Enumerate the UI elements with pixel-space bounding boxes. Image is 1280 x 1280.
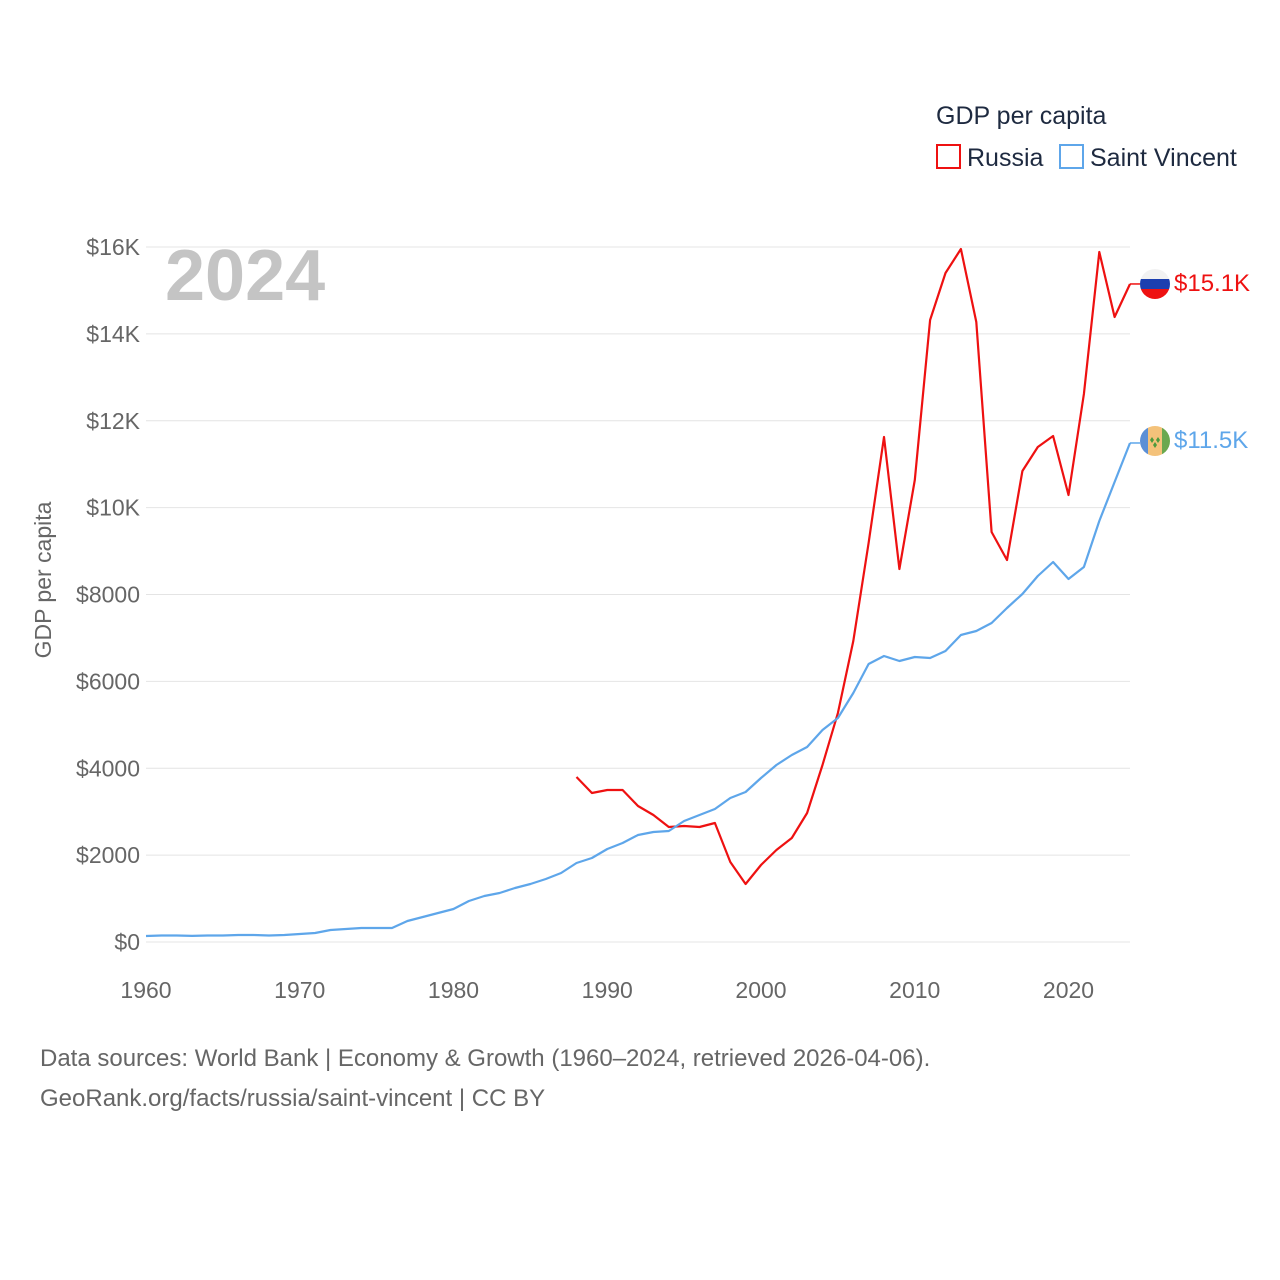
x-tick-label: 1990 [582,977,633,1003]
x-tick-label: 1980 [428,977,479,1003]
y-tick-label: $4000 [76,755,140,781]
legend-swatch-saint-vincent[interactable] [1059,144,1084,169]
y-tick-label: $16K [86,234,140,260]
y-tick-label: $10K [86,495,140,521]
year-watermark: 2024 [165,236,325,316]
x-tick-label: 2010 [889,977,940,1003]
footer-sources: Data sources: World Bank | Economy & Gro… [40,1045,931,1072]
series-lines [145,247,1140,938]
legend-label-saint-vincent[interactable]: Saint Vincent [1090,144,1237,172]
legend-label-russia[interactable]: Russia [967,144,1044,172]
saint-vincent-flag-icon [1140,426,1170,456]
x-tick-label: 1960 [120,977,171,1003]
russia-end-label: $15.1K [1174,270,1250,297]
y-tick-label: $2000 [76,842,140,868]
y-tick-label: $0 [114,929,140,955]
legend-swatch-russia[interactable] [936,144,961,169]
y-tick-label: $6000 [76,668,140,694]
y-tick-label: $14K [86,321,140,347]
series-line-saint-vincent [145,442,1132,938]
y-axis: $0 $2000 $4000 $6000 $8000 $10K $12K $14K $16K [76,234,141,955]
russia-flag-icon [1140,269,1170,299]
y-tick-label: $8000 [76,582,140,608]
y-axis-label: GDP per capita [30,501,56,658]
legend-title: GDP per capita [936,102,1107,130]
x-axis: 1960 1970 1980 1990 2000 2010 2020 [120,977,1094,1003]
x-tick-label: 2020 [1043,977,1094,1003]
grid [146,246,1130,943]
legend: GDP per capita Russia Saint Vincent [936,102,1237,172]
y-tick-label: $12K [86,408,140,434]
saint-vincent-end-label: $11.5K [1174,427,1248,454]
x-tick-label: 2000 [735,977,786,1003]
x-tick-label: 1970 [274,977,325,1003]
footer-credit: GeoRank.org/facts/russia/saint-vincent |… [40,1085,546,1112]
series-line-russia [575,247,1131,886]
